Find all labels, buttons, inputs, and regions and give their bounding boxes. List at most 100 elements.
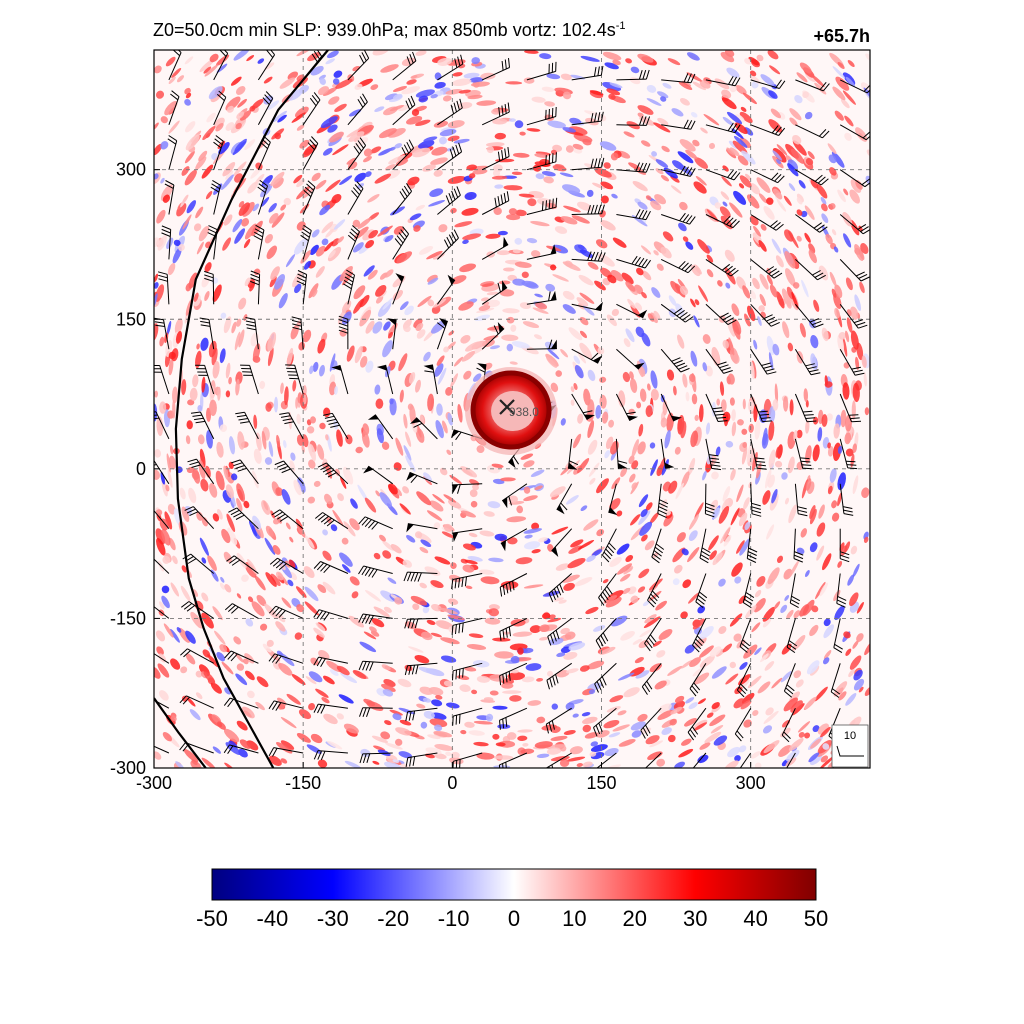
wind-barb-feather <box>814 272 824 278</box>
wind-barb-feather <box>840 554 850 559</box>
vorticity-cell <box>794 94 803 104</box>
wind-barb <box>692 618 707 653</box>
vorticity-cell <box>225 484 234 499</box>
vorticity-cell <box>195 156 207 170</box>
vorticity-cell <box>795 679 804 688</box>
vorticity-cell <box>272 177 284 189</box>
vorticity-cell <box>726 111 743 125</box>
wind-barb-feather <box>751 509 762 514</box>
vorticity-cell <box>291 673 306 686</box>
vorticity-cell <box>582 761 593 768</box>
vorticity-cell <box>161 585 170 594</box>
wind-barb <box>526 61 557 81</box>
vorticity-cell <box>844 115 854 127</box>
wind-barb-feather <box>157 271 168 275</box>
vorticity-cell <box>488 557 504 563</box>
vorticity-cell <box>666 369 675 381</box>
vorticity-cell <box>603 595 618 604</box>
wind-barb-feather <box>551 764 554 768</box>
wind-barb-staff <box>750 348 768 375</box>
vorticity-cell <box>185 282 192 292</box>
vorticity-cell <box>733 190 747 205</box>
vorticity-cell <box>564 260 573 268</box>
wind-barb-staff <box>452 617 483 626</box>
vorticity-cell <box>647 751 663 761</box>
vorticity-cell <box>162 555 171 564</box>
vorticity-cell <box>415 322 424 331</box>
wind-barb-feather <box>500 194 504 204</box>
wind-barb-feather <box>365 614 371 624</box>
wind-barb-staff <box>407 617 438 620</box>
vorticity-cell <box>562 574 580 583</box>
wind-barb <box>313 750 348 761</box>
wind-barb <box>616 69 650 81</box>
vorticity-cell <box>720 191 730 200</box>
wind-barb-feather <box>705 509 715 514</box>
wind-barb-staff <box>795 79 824 92</box>
vorticity-cell <box>864 407 870 416</box>
vorticity-cell <box>315 179 327 190</box>
vorticity-cell <box>690 112 698 118</box>
wind-barb-staff <box>318 656 349 664</box>
vorticity-cell <box>717 280 723 287</box>
vorticity-cell <box>395 727 412 736</box>
vorticity-cell <box>840 409 847 428</box>
vorticity-cell <box>744 521 751 530</box>
wind-barb-feather <box>406 56 411 66</box>
vorticity-cell <box>354 83 363 90</box>
vorticity-cell <box>249 281 256 292</box>
wind-barb <box>734 707 752 742</box>
vorticity-cell <box>256 676 269 688</box>
vorticity-cell <box>458 301 474 311</box>
wind-barb-feather <box>679 311 688 319</box>
wind-barb-feather <box>451 579 454 590</box>
vorticity-cell <box>410 595 428 606</box>
wind-barb-staff <box>750 483 753 514</box>
wind-barb-feather <box>690 120 696 130</box>
vorticity-cell <box>549 486 566 498</box>
wind-barb-feather <box>317 704 323 714</box>
wind-barb-feather <box>649 634 657 643</box>
vorticity-cell <box>487 501 501 509</box>
vorticity-cell <box>371 618 385 628</box>
wind-barb-staff <box>705 258 732 277</box>
wind-barb-feather <box>282 418 293 421</box>
wind-barb-feather <box>605 548 613 557</box>
wind-barb-feather <box>195 420 206 424</box>
vorticity-cell <box>793 430 798 442</box>
vorticity-cell <box>319 364 325 377</box>
wind-barb-staff <box>273 700 304 709</box>
vorticity-cell <box>648 590 662 601</box>
wind-barb-staff <box>229 744 259 754</box>
vorticity-cell <box>280 758 288 764</box>
vorticity-cell <box>653 310 661 321</box>
wind-barb <box>240 364 259 395</box>
vorticity-cell <box>687 457 696 476</box>
vorticity-cell <box>619 573 631 582</box>
vorticity-cell <box>852 640 859 649</box>
wind-barb-staff <box>739 618 752 647</box>
wind-barb-staff <box>526 348 557 350</box>
vorticity-cell <box>650 200 662 211</box>
wind-barb-feather <box>727 267 736 275</box>
wind-barb <box>500 528 528 552</box>
vorticity-cell <box>819 756 835 768</box>
vorticity-cell <box>407 176 420 186</box>
wind-barb-feather <box>686 167 693 176</box>
wind-barb-staff <box>347 57 370 81</box>
wind-barb-staff <box>839 303 859 329</box>
wind-barb-feather <box>701 547 711 553</box>
vorticity-cell <box>682 579 692 589</box>
vorticity-cell <box>622 371 631 383</box>
vorticity-cell <box>471 689 478 695</box>
wind-barb <box>347 50 370 81</box>
vorticity-cell <box>646 84 657 93</box>
wind-barb-feather <box>689 216 696 225</box>
vorticity-cell <box>514 261 532 268</box>
wind-barb-feather <box>303 189 312 197</box>
vorticity-cell <box>234 138 247 152</box>
wind-barb <box>839 483 854 516</box>
vorticity-cell <box>201 557 207 564</box>
vorticity-cell <box>699 655 715 668</box>
vorticity-cell <box>769 65 781 75</box>
